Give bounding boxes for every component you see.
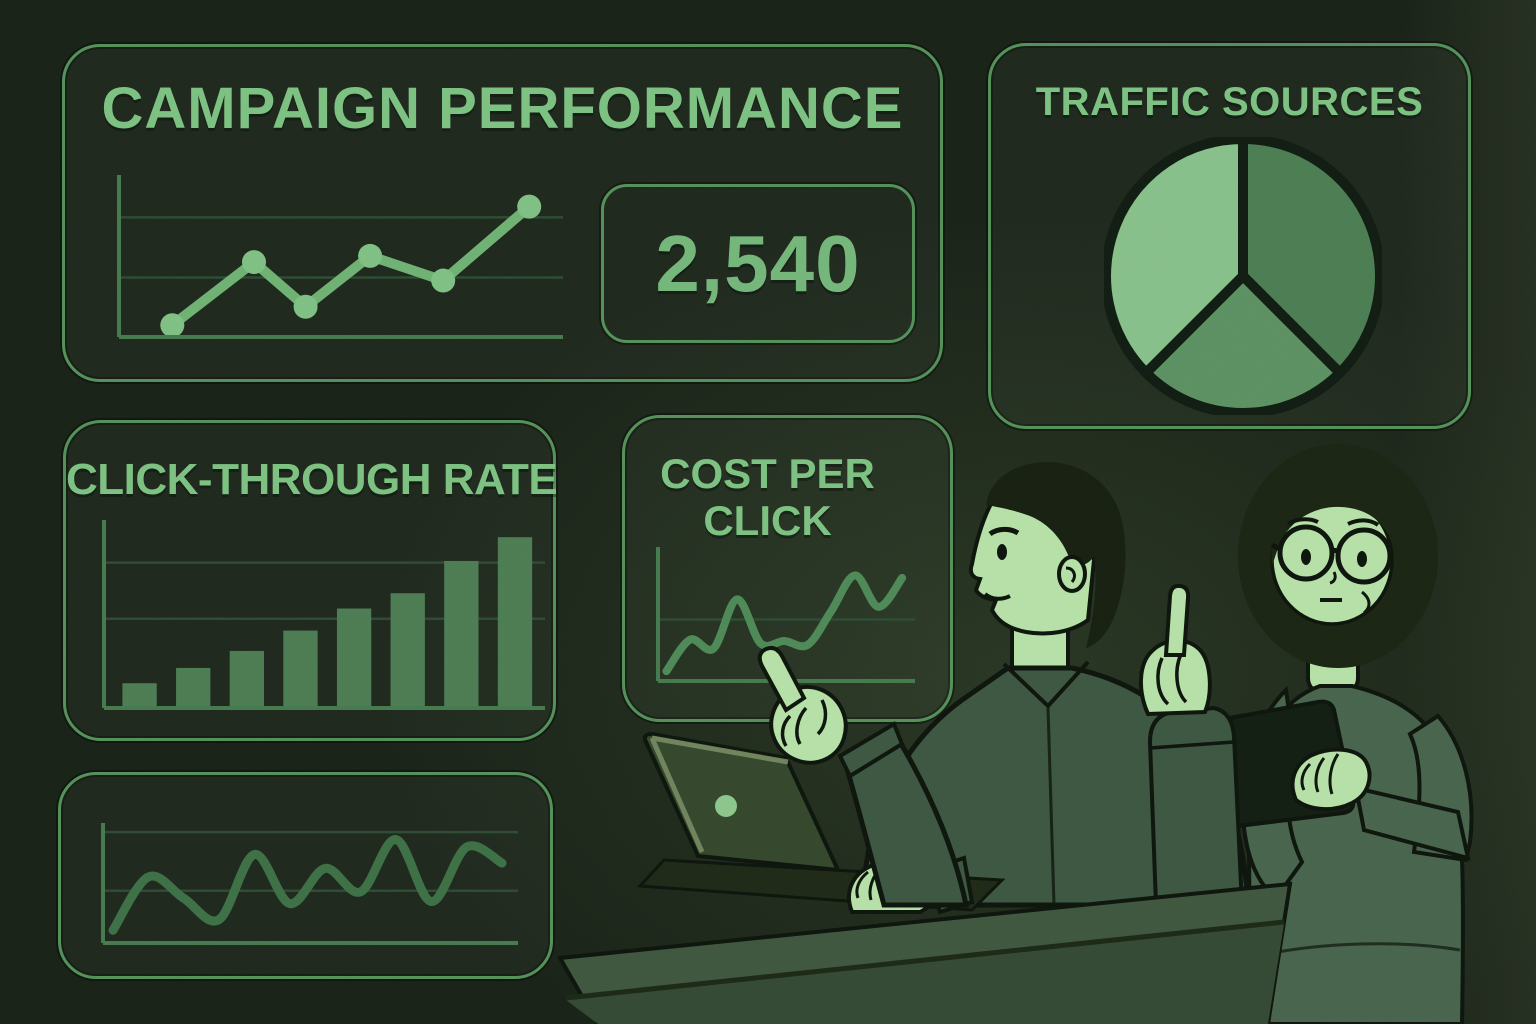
- woman-eyebrows: [1286, 517, 1380, 527]
- man-resting-cuff: [925, 855, 975, 915]
- metric-card: 2,540: [601, 184, 915, 343]
- man-face: [968, 495, 1097, 636]
- illustration-woman: [1193, 444, 1474, 1024]
- man-shirt-placket: [1046, 707, 1056, 906]
- woman-sweater: [1247, 684, 1465, 1024]
- woman-bangs: [1271, 476, 1397, 566]
- man-ear-inner: [1065, 566, 1076, 583]
- woman-pants-crease: [1350, 981, 1359, 1024]
- woman-right-upper-arm: [1407, 713, 1474, 863]
- man-ear: [1057, 555, 1087, 593]
- man-raised-cuff: [1149, 740, 1235, 750]
- desk-edge-line: [565, 919, 1285, 1001]
- tablet: [1193, 699, 1356, 831]
- man-raised-hand: [1138, 638, 1212, 717]
- woman-right-forearm: [1353, 785, 1471, 861]
- man-resting-hand: [847, 856, 941, 914]
- traffic-sources-pie-chart: [1101, 134, 1385, 418]
- woman-right-eye: [1357, 551, 1367, 567]
- panel-click-through-rate: CLICK-THROUGH RATE: [63, 420, 558, 741]
- cost-per-click-line-chart: [656, 547, 915, 683]
- laptop-logo-dot: [715, 795, 737, 817]
- panel-trend-sparkline: [58, 772, 553, 979]
- glasses-bridge: [1270, 542, 1339, 554]
- woman-hand-on-tablet: [1290, 747, 1372, 811]
- woman-left-sleeve: [1240, 685, 1305, 901]
- campaign-performance-title: CAMPAIGN PERFORMANCE: [101, 76, 904, 141]
- man-collar: [1002, 660, 1090, 709]
- glasses-right-lens: [1335, 527, 1393, 585]
- woman-face: [1270, 494, 1394, 626]
- campaign-line-chart: [117, 175, 563, 339]
- man-hair: [986, 462, 1126, 648]
- woman-pants: [1266, 942, 1456, 1024]
- panel-cost-per-click: COST PER CLICK: [622, 415, 953, 722]
- laptop-lid: [642, 731, 842, 873]
- woman-left-eye: [1301, 549, 1311, 565]
- desk-top: [556, 881, 1293, 1024]
- traffic-sources-title: TRAFFIC SOURCES: [1035, 80, 1424, 124]
- panel-campaign-performance: CAMPAIGN PERFORMANCE 2,540: [62, 44, 943, 382]
- man-eyebrow: [988, 526, 1020, 537]
- man-resting-hand-finger-lines: [855, 861, 900, 903]
- man-neck: [1010, 594, 1070, 678]
- man-raised-sleeve: [1147, 705, 1245, 907]
- man-raised-index-finger: [1163, 583, 1191, 657]
- trend-sparkline-chart: [101, 823, 518, 945]
- click-through-rate-title: CLICK-THROUGH RATE: [66, 455, 558, 504]
- click-through-rate-bar-chart: [102, 520, 545, 710]
- metric-value: 2,540: [655, 218, 861, 308]
- laptop: [636, 731, 1006, 912]
- man-mouth: [983, 592, 1011, 601]
- woman-neck: [1306, 610, 1360, 696]
- woman-hand-finger-lines: [1300, 753, 1340, 795]
- laptop-base: [636, 858, 1006, 912]
- woman-nose: [1329, 571, 1337, 585]
- desk-front: [566, 924, 1284, 1024]
- man-pointing-cuff: [837, 721, 905, 779]
- laptop-lid-highlight: [649, 735, 789, 854]
- cost-per-click-title: COST PER CLICK: [660, 450, 875, 545]
- glasses-left-lens: [1277, 524, 1335, 582]
- woman-hair-back: [1238, 444, 1438, 668]
- man-pointing-sleeve: [845, 738, 970, 908]
- woman-cheek-line: [1361, 590, 1371, 615]
- woman-sweater-hem: [1257, 942, 1461, 958]
- man-eye: [997, 544, 1007, 560]
- desk: [556, 881, 1293, 1024]
- panel-traffic-sources: TRAFFIC SOURCES: [988, 43, 1471, 429]
- man-raised-hand-curl-lines: [1156, 653, 1188, 706]
